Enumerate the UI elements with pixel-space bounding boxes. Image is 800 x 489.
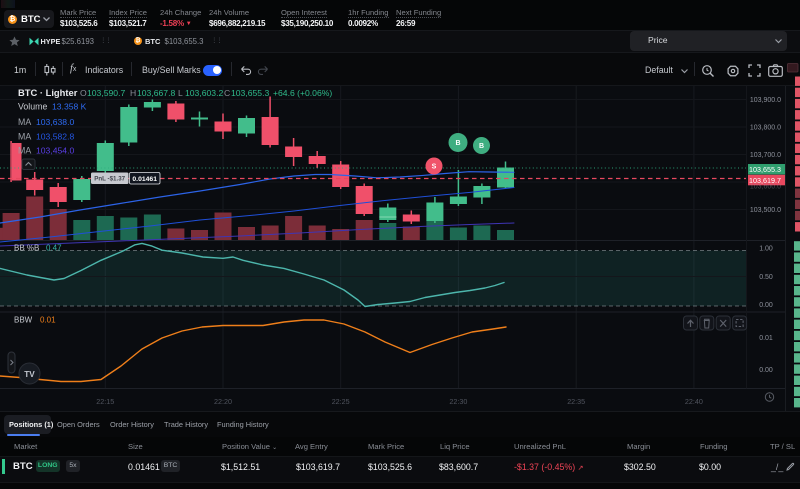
svg-text:22:20: 22:20 xyxy=(214,397,232,406)
svg-text:103,619.7: 103,619.7 xyxy=(749,176,781,185)
svg-text:103,600.0: 103,600.0 xyxy=(750,184,781,191)
svg-text:0.50: 0.50 xyxy=(759,274,773,281)
svg-text:C: C xyxy=(224,88,230,98)
svg-text:103,590.7: 103,590.7 xyxy=(87,88,125,98)
svg-text:103,667.8: 103,667.8 xyxy=(137,88,175,98)
svg-text:MA: MA xyxy=(18,117,31,127)
svg-text:22:25: 22:25 xyxy=(332,397,350,406)
svg-text:0.01: 0.01 xyxy=(40,316,56,325)
svg-text:MA: MA xyxy=(18,132,31,142)
svg-text:S: S xyxy=(432,164,437,171)
svg-text:103,603.2: 103,603.2 xyxy=(185,88,223,98)
svg-text:103,800.0: 103,800.0 xyxy=(750,125,781,132)
svg-text:0.47: 0.47 xyxy=(46,244,62,253)
svg-text:103,500.0: 103,500.0 xyxy=(750,207,781,214)
svg-text:22:30: 22:30 xyxy=(449,397,467,406)
svg-text:22:35: 22:35 xyxy=(567,397,585,406)
svg-text:BBW: BBW xyxy=(14,316,33,325)
svg-text:TV: TV xyxy=(24,370,35,379)
svg-text:Volume: Volume xyxy=(18,102,47,112)
svg-text:O: O xyxy=(80,88,87,98)
svg-text:+64.6 (+0.06%): +64.6 (+0.06%) xyxy=(273,88,332,98)
svg-text:13.358 K: 13.358 K xyxy=(52,102,87,112)
svg-text:22:15: 22:15 xyxy=(96,397,114,406)
svg-text:103,655.3: 103,655.3 xyxy=(231,88,269,98)
svg-text:103,655.3: 103,655.3 xyxy=(749,165,781,174)
svg-text:22:40: 22:40 xyxy=(685,397,703,406)
svg-text:PnL -$1.37: PnL -$1.37 xyxy=(94,176,125,183)
svg-text:L: L xyxy=(178,88,183,98)
svg-text:103,700.0: 103,700.0 xyxy=(750,152,781,159)
svg-text:BTC · Lighter: BTC · Lighter xyxy=(18,87,78,98)
svg-text:103,638.0: 103,638.0 xyxy=(36,117,74,127)
svg-text:B: B xyxy=(479,143,484,150)
svg-text:103,900.0: 103,900.0 xyxy=(750,97,781,104)
svg-text:0.01: 0.01 xyxy=(759,335,773,342)
svg-text:0.01461: 0.01461 xyxy=(132,176,157,183)
svg-text:103,454.0: 103,454.0 xyxy=(36,146,74,156)
svg-text:103,582.8: 103,582.8 xyxy=(36,132,74,142)
svg-text:1.00: 1.00 xyxy=(759,246,773,253)
svg-text:0.00: 0.00 xyxy=(759,367,773,374)
svg-text:0.00: 0.00 xyxy=(759,302,773,309)
svg-text:BB %B: BB %B xyxy=(14,244,39,253)
svg-text:MA: MA xyxy=(18,146,31,156)
svg-text:B: B xyxy=(455,140,460,147)
svg-text:H: H xyxy=(130,88,136,98)
